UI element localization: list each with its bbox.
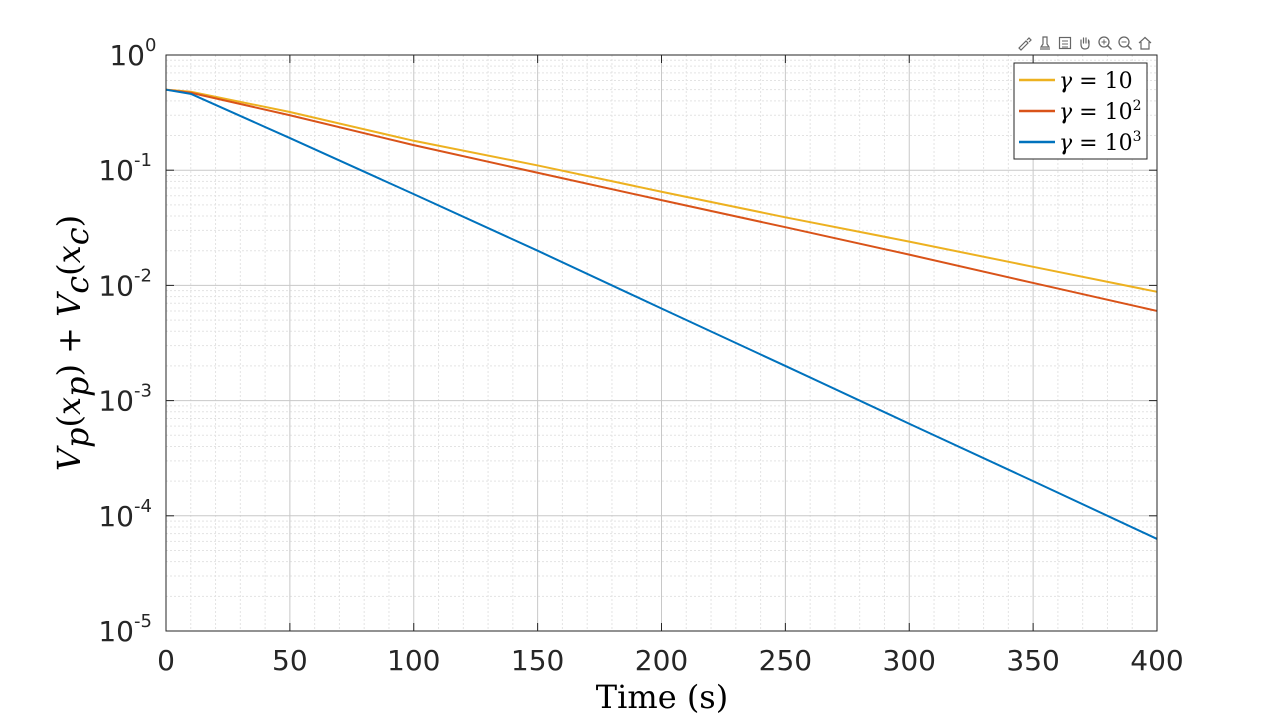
- zoom-out-icon[interactable]: [1116, 33, 1134, 53]
- legend-label-3: γ = 103: [1059, 129, 1142, 156]
- y-tick-label: 10: [109, 39, 145, 72]
- axes-toolbar: [1016, 32, 1154, 54]
- x-tick-label: 100: [387, 644, 440, 677]
- y-tick-exponent: -2: [134, 265, 152, 286]
- y-tick-label: 10: [98, 615, 134, 648]
- y-tick-exponent: 0: [145, 35, 156, 56]
- brush-icon[interactable]: [1016, 33, 1034, 53]
- x-tick-label: 350: [1006, 644, 1059, 677]
- x-axis-title: Time (s): [596, 678, 728, 716]
- legend-label-1: γ = 10: [1059, 69, 1133, 94]
- y-axis-title: Vp(xp) + Vc(xc): [50, 215, 96, 471]
- legend: γ = 10 γ = 102 γ = 103: [1013, 62, 1148, 160]
- y-tick-exponent: -3: [134, 381, 152, 402]
- zoom-in-icon[interactable]: [1096, 33, 1114, 53]
- series-line-1: [165, 88, 1158, 293]
- y-tick-exponent: -5: [134, 611, 152, 632]
- x-tick-label: 50: [272, 644, 308, 677]
- series-line-3: [165, 88, 1158, 540]
- axes-frame: [165, 54, 1158, 632]
- series-line-2: [165, 88, 1158, 312]
- y-tick-exponent: -1: [134, 150, 152, 171]
- pan-icon[interactable]: [1076, 33, 1094, 53]
- x-tick-label: 0: [157, 644, 175, 677]
- svg-text:Vp(xp) + Vc(xc): Vp(xp) + Vc(xc): [50, 215, 96, 471]
- x-tick-label: 400: [1130, 644, 1183, 677]
- y-tick-label: 10: [98, 154, 134, 187]
- y-tick-label: 10: [98, 269, 134, 302]
- x-tick-label: 200: [635, 644, 688, 677]
- legend-icon[interactable]: [1056, 33, 1074, 53]
- y-tick-label: 10: [98, 500, 134, 533]
- legend-label-2: γ = 102: [1059, 98, 1142, 125]
- data-tip-icon[interactable]: [1036, 33, 1054, 53]
- x-tick-label: 300: [883, 644, 936, 677]
- x-tick-labels: 0 50 100 150 200 250 300 350 400: [157, 644, 1184, 677]
- series-layer: [165, 88, 1158, 540]
- y-tick-label: 10: [98, 385, 134, 418]
- x-tick-label: 250: [759, 644, 812, 677]
- y-tick-exponent: -4: [134, 496, 152, 517]
- x-tick-label: 150: [511, 644, 564, 677]
- home-icon[interactable]: [1136, 33, 1154, 53]
